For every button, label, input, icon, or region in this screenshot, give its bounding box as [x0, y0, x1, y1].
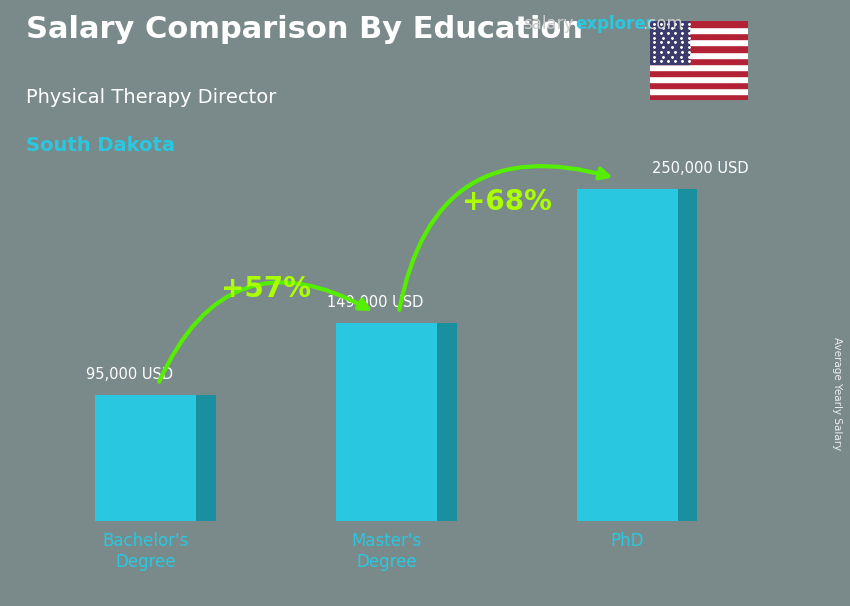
- Text: Average Yearly Salary: Average Yearly Salary: [832, 338, 842, 450]
- Text: 149,000 USD: 149,000 USD: [326, 295, 423, 310]
- Bar: [650, 70, 748, 76]
- Text: salary: salary: [523, 15, 573, 33]
- Text: .com: .com: [643, 15, 683, 33]
- Text: 95,000 USD: 95,000 USD: [86, 367, 173, 382]
- Bar: [650, 64, 748, 70]
- Text: South Dakota: South Dakota: [26, 136, 174, 155]
- Bar: [95, 395, 196, 521]
- Text: explorer: explorer: [575, 15, 654, 33]
- Bar: [650, 39, 748, 45]
- Bar: [650, 27, 748, 33]
- Polygon shape: [196, 395, 216, 521]
- Text: +68%: +68%: [462, 188, 552, 216]
- Bar: [650, 76, 748, 82]
- Polygon shape: [678, 189, 697, 521]
- Text: +57%: +57%: [221, 275, 311, 302]
- Bar: [650, 58, 748, 64]
- Bar: [650, 82, 748, 88]
- Bar: [650, 94, 748, 100]
- Bar: [650, 45, 748, 52]
- Bar: [650, 21, 689, 64]
- Bar: [650, 88, 748, 94]
- Text: 250,000 USD: 250,000 USD: [652, 161, 748, 176]
- Bar: [336, 323, 437, 521]
- Bar: [650, 33, 748, 39]
- Bar: [650, 52, 748, 58]
- Text: Physical Therapy Director: Physical Therapy Director: [26, 88, 276, 107]
- Polygon shape: [437, 323, 456, 521]
- Text: Salary Comparison By Education: Salary Comparison By Education: [26, 15, 582, 44]
- Bar: [577, 189, 678, 521]
- Bar: [650, 21, 748, 27]
